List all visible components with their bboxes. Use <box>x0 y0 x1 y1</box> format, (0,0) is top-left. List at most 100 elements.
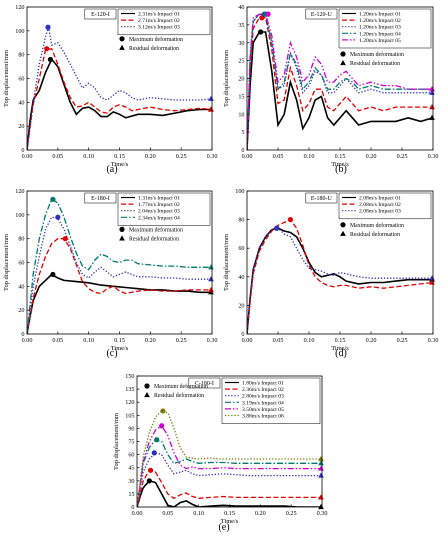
series-line-1 <box>247 31 433 150</box>
legend-entry-1: 2.31m/s Impact 01 <box>138 12 180 18</box>
residual-deformation-marker-2 <box>429 279 435 285</box>
series-legend: 1.20m/s Impact 011.20m/s Impact 021.20m/… <box>338 8 432 49</box>
legend-entry-3: 2.08m/s Impact 03 <box>359 209 401 215</box>
y-axis-label: Top displacement/mm <box>3 50 10 107</box>
y-tick-label: 45 <box>128 465 134 472</box>
x-axis-label: Time/s <box>111 345 129 352</box>
x-tick-label: 0.00 <box>132 510 143 517</box>
y-tick-label: 120 <box>15 4 24 11</box>
specimen-tag: E-180-U <box>305 192 338 204</box>
chart-panel-4: 0.00 0.05 0.10 0.15 0.20 0.25 0.30 0 20 40 60 80 100… <box>223 188 438 359</box>
residual-deformation-legend-icon <box>340 230 346 236</box>
series-legend: 2.31m/s Impact 012.71m/s Impact 023.12m/… <box>117 8 211 36</box>
legend-entry-5: 3.50m/s Impact 05 <box>242 407 284 413</box>
max-deformation-marker-3 <box>45 24 51 30</box>
series-line-1 <box>247 227 433 334</box>
y-tick-label: 40 <box>238 4 244 11</box>
panel-caption: (c) <box>106 348 117 359</box>
y-tick-label: 0 <box>131 504 134 511</box>
max-deformation-legend-icon <box>340 222 346 228</box>
residual-deformation-marker-2 <box>318 494 324 500</box>
specimen-tag-text: E-120-U <box>311 12 333 18</box>
y-tick-label: 80 <box>18 236 24 243</box>
legend-entry-3: 2.80m/s Impact 03 <box>242 394 284 400</box>
residual-deformation-marker-5 <box>318 465 324 471</box>
x-tick-label: 0.20 <box>145 337 156 344</box>
residual-deformation-legend-label: Residual deformation <box>129 235 179 242</box>
max-deformation-marker-3 <box>55 214 61 220</box>
max-deformation-marker-1 <box>47 56 54 63</box>
residual-deformation-legend-icon <box>144 392 150 398</box>
x-tick-label: 0.25 <box>176 337 187 344</box>
x-tick-label: 0.15 <box>114 337 125 344</box>
x-tick-label: 0.05 <box>273 337 284 344</box>
max-deformation-marker-1 <box>146 478 152 484</box>
y-tick-label: 40 <box>238 274 244 281</box>
series-line-3 <box>247 227 433 334</box>
x-tick-label: 0.00 <box>22 337 33 344</box>
y-tick-label: 60 <box>238 245 244 252</box>
max-deformation-marker-4 <box>154 437 160 443</box>
panel-caption: (e) <box>218 522 229 533</box>
series-line-4 <box>137 439 322 507</box>
y-tick-label: 15 <box>128 491 134 498</box>
legend-entry-4: 2.34m/s Impact 04 <box>138 215 180 221</box>
x-tick-label: 0.30 <box>428 337 439 344</box>
residual-deformation-legend-icon <box>340 60 346 66</box>
series-legend: 1.31m/s Impact 011.77m/s Impact 022.04m/… <box>117 192 211 226</box>
y-tick-label: 5 <box>241 129 244 136</box>
series-line-5 <box>247 13 433 150</box>
legend-entry-2: 2.36m/s Impact 02 <box>242 387 284 393</box>
y-tick-label: 0 <box>241 331 244 338</box>
max-deformation-marker-2 <box>44 46 50 52</box>
y-tick-label: 20 <box>238 76 244 83</box>
series-line-1 <box>27 273 212 334</box>
legend-entry-3: 2.04m/s Impact 03 <box>138 209 180 215</box>
x-tick-label: 0.25 <box>176 153 187 160</box>
max-deformation-legend-label: Maximum deformation <box>350 222 404 229</box>
legend-entry-1: 1.31m/s Impact 01 <box>138 196 180 202</box>
specimen-tag-text: E-180-U <box>311 196 333 202</box>
specimen-tag: C-180-I <box>188 377 221 389</box>
residual-deformation-marker-2 <box>429 104 435 110</box>
specimen-tag-text: E-120-I <box>91 12 110 18</box>
legend-entry-4: 3.19m/s Impact 04 <box>242 400 284 406</box>
residual-deformation-legend-icon <box>119 44 125 50</box>
residual-deformation-legend-label: Residual deformation <box>350 231 400 238</box>
x-tick-label: 0.10 <box>304 153 315 160</box>
max-deformation-marker-3 <box>274 225 280 231</box>
specimen-tag: E-180-I <box>84 192 117 204</box>
x-tick-label: 0.30 <box>207 153 218 160</box>
series-line-3 <box>27 27 212 150</box>
marker-legend: Maximum deformation Residual deformation <box>119 226 183 242</box>
y-tick-label: 10 <box>238 111 244 118</box>
legend-entry-6: 3.88m/s Impact 06 <box>242 414 284 420</box>
x-tick-label: 0.15 <box>335 337 346 344</box>
max-deformation-legend-icon <box>119 36 125 42</box>
x-tick-label: 0.05 <box>162 510 173 517</box>
residual-deformation-marker-3 <box>318 472 324 478</box>
x-tick-label: 0.20 <box>255 510 266 517</box>
x-tick-label: 0.20 <box>366 153 377 160</box>
legend-entry-2: 1.20m/s Impact 02 <box>359 18 401 24</box>
x-tick-label: 0.20 <box>366 337 377 344</box>
x-tick-label: 0.10 <box>193 510 204 517</box>
max-deformation-marker-4 <box>50 196 56 202</box>
legend-entry-3: 3.12m/s Impact 03 <box>138 25 180 31</box>
specimen-tag-text: C-180-I <box>195 381 214 387</box>
y-tick-label: 35 <box>238 22 244 29</box>
x-tick-label: 0.15 <box>335 153 346 160</box>
residual-deformation-legend-label: Residual deformation <box>129 45 179 52</box>
specimen-tag-text: E-180-I <box>91 196 110 202</box>
y-tick-label: 135 <box>125 386 134 393</box>
max-deformation-marker-5 <box>265 11 271 17</box>
x-tick-label: 0.20 <box>145 153 156 160</box>
series-line-2 <box>247 17 433 150</box>
y-tick-label: 15 <box>238 93 244 100</box>
specimen-tag: E-120-I <box>84 8 117 20</box>
x-tick-label: 0.15 <box>114 153 125 160</box>
y-tick-label: 75 <box>128 439 134 446</box>
x-tick-label: 0.30 <box>207 337 218 344</box>
series-line-6 <box>137 410 322 507</box>
